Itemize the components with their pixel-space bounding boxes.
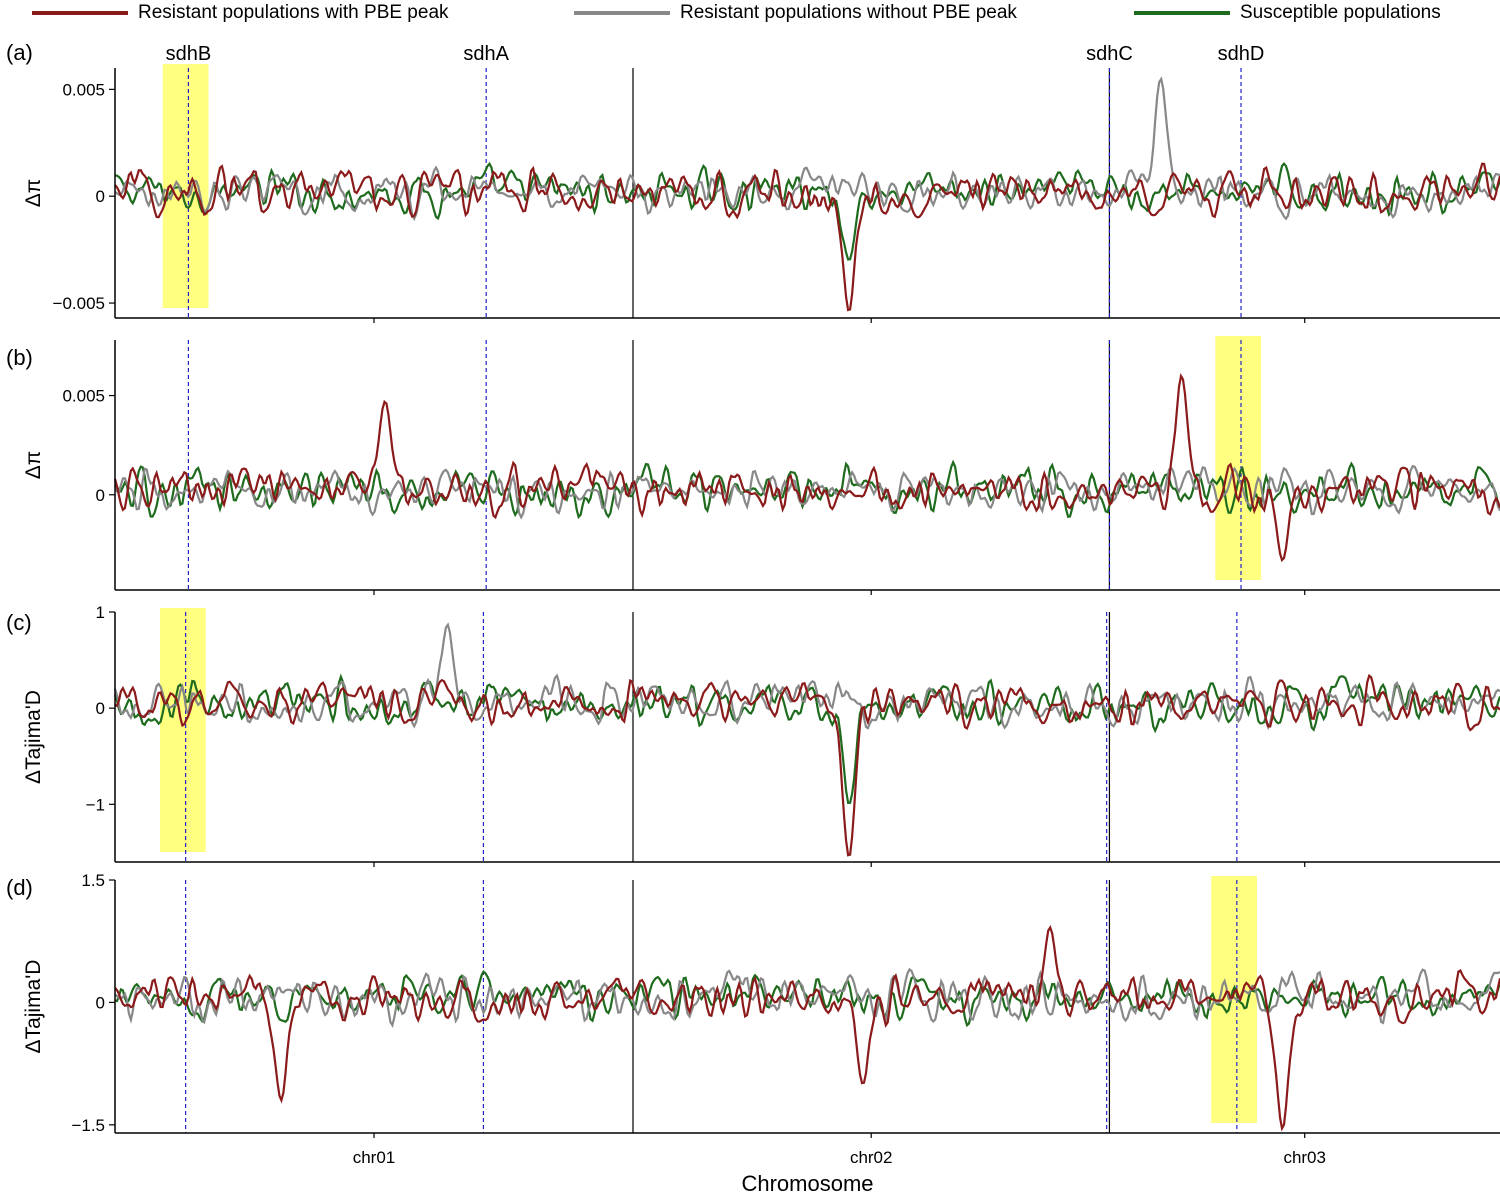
legend-label: Resistant populations with PBE peak — [138, 2, 449, 23]
y-axis-title: Δπ — [22, 451, 45, 480]
legend-swatch-resistant-pbe — [32, 11, 128, 15]
legend: Resistant populations with PBE peak Resi… — [0, 0, 1500, 26]
series-line-resistant_pbe — [114, 162, 1500, 312]
legend-label: Resistant populations without PBE peak — [680, 2, 1017, 23]
y-axis-title: ΔTajima'D — [22, 690, 45, 784]
gene-label-sdhA: sdhA — [463, 43, 509, 65]
series-line-susceptible — [114, 161, 1500, 261]
panel-3: (d) ΔTajima'D −1.5 0 1.5 — [6, 871, 1500, 1138]
series-line-resistant_pbe — [114, 673, 1500, 857]
gene-label-sdhD: sdhD — [1218, 43, 1265, 65]
x-tick-label: chr02 — [850, 1148, 893, 1167]
highlight-region — [1211, 876, 1257, 1123]
y-tick-label: 1.5 — [81, 871, 105, 890]
panel-label: (c) — [6, 610, 32, 635]
legend-item-resistant-no-pbe: Resistant populations without PBE peak — [574, 0, 1017, 26]
x-tick-label: chr03 — [1283, 1148, 1326, 1167]
x-tick-label: chr01 — [353, 1148, 396, 1167]
series-line-resistant_no_pbe — [114, 76, 1500, 222]
panel-label: (d) — [6, 875, 33, 900]
legend-swatch-resistant-no-pbe — [574, 11, 670, 15]
legend-item-resistant-pbe: Resistant populations with PBE peak — [32, 0, 449, 26]
panel-0: (a) Δπ −0.005 0 0.005 — [6, 40, 1500, 323]
legend-label: Susceptible populations — [1240, 2, 1441, 23]
y-axis-title: Δπ — [22, 179, 45, 208]
y-tick-label: 0.005 — [62, 387, 105, 406]
y-tick-label: −0.005 — [53, 294, 105, 313]
series-line-resistant_pbe — [114, 924, 1500, 1132]
y-tick-label: 1 — [96, 603, 105, 622]
y-tick-label: 0 — [96, 993, 105, 1012]
y-axis-title: ΔTajima'D — [22, 960, 45, 1054]
panel-1: (b) Δπ 0 0.005 — [6, 336, 1500, 595]
panel-label: (b) — [6, 345, 33, 370]
gene-label-sdhB: sdhB — [166, 43, 212, 65]
y-tick-label: 0.005 — [62, 80, 105, 99]
gene-label-sdhC: sdhC — [1086, 43, 1133, 65]
panel-2: (c) ΔTajima'D −1 0 1 — [6, 603, 1500, 867]
series-line-resistant_pbe — [113, 373, 1500, 563]
y-tick-label: −1 — [86, 795, 105, 814]
panel-label: (a) — [6, 40, 33, 65]
y-tick-label: −1.5 — [71, 1116, 105, 1135]
legend-swatch-susceptible — [1134, 11, 1230, 15]
highlight-region — [160, 608, 206, 852]
y-tick-label: 0 — [96, 187, 105, 206]
legend-item-susceptible: Susceptible populations — [1134, 0, 1441, 26]
highlight-region — [1215, 336, 1262, 580]
y-tick-label: 0 — [96, 699, 105, 718]
y-tick-label: 0 — [96, 486, 105, 505]
x-axis-title: Chromosome — [741, 1171, 873, 1192]
